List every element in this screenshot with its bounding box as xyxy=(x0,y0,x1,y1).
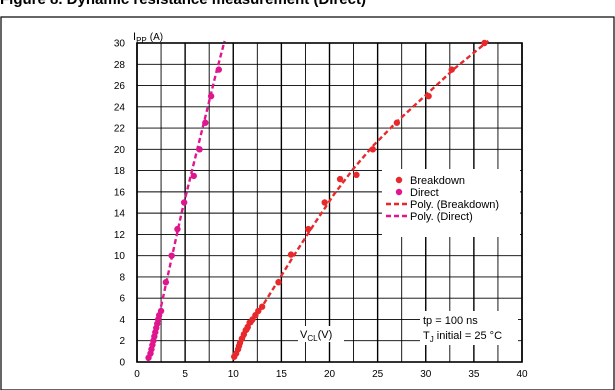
legend: Breakdown Direct Poly. (Breakdown) Poly.… xyxy=(382,169,520,237)
x-tick-label: 0 xyxy=(134,369,140,380)
tick-labels: 0 5 10 15 20 25 30 35 40024681012141618202224262… xyxy=(114,39,528,381)
y-tick-label: 20 xyxy=(114,145,126,156)
x-tick-label: 30 xyxy=(420,369,432,380)
legend-label-poly-direct: Poly. (Direct) xyxy=(410,211,473,223)
data-point-breakdown xyxy=(275,279,282,286)
y-tick-label: 10 xyxy=(114,251,126,262)
legend-label-breakdown: Breakdown xyxy=(410,175,465,187)
figure-heading-strip: Figure 8. Dynamic resistance measurement… xyxy=(0,0,615,18)
y-axis-label: IPP (A) xyxy=(133,31,163,45)
x-axis-label-bg xyxy=(298,326,344,342)
legend-marker-breakdown xyxy=(395,176,403,184)
y-axis-label-sub: PP xyxy=(136,36,147,45)
legend-marker-direct xyxy=(395,188,403,196)
y-tick-label: 18 xyxy=(114,166,126,177)
data-point-direct xyxy=(174,225,181,233)
pulse-annotation-line1: tp = 100 ns xyxy=(423,315,478,327)
y-tick-label: 22 xyxy=(114,124,126,135)
legend-label-poly-breakdown: Poly. (Breakdown) xyxy=(410,199,499,211)
data-point-breakdown xyxy=(393,119,401,126)
y-tick-label: 28 xyxy=(114,60,126,71)
data-point-direct xyxy=(157,307,165,315)
x-tick-label: 20 xyxy=(324,369,336,380)
data-point-direct xyxy=(190,172,197,180)
y-tick-label: 30 xyxy=(114,39,126,50)
data-point-direct xyxy=(207,92,215,100)
y-tick-label: 8 xyxy=(119,272,125,283)
x-axis-label-main: V xyxy=(300,329,308,341)
pulse-annotation: tp = 100 ns TJ initial = 25 °C xyxy=(420,311,518,345)
y-tick-label: 26 xyxy=(114,81,126,92)
pulse-annotation-line2: TJ initial = 25 °C xyxy=(423,330,502,344)
data-point-breakdown xyxy=(258,303,266,310)
data-point-breakdown xyxy=(425,92,432,100)
y-tick-label: 6 xyxy=(119,294,125,305)
figure-border xyxy=(0,16,615,390)
data-point-breakdown xyxy=(255,307,262,315)
data-point-direct xyxy=(168,252,175,259)
data-point-direct xyxy=(196,146,203,153)
x-tick-label: 25 xyxy=(372,369,384,380)
data-point-breakdown xyxy=(369,146,377,153)
y-tick-label: 4 xyxy=(119,315,125,326)
data-point-direct xyxy=(162,279,170,286)
pulse-annotation-rest: initial = 25 °C xyxy=(434,330,502,342)
data-point-breakdown xyxy=(481,39,488,47)
data-point-direct xyxy=(215,66,223,73)
y-tick-label: 2 xyxy=(119,336,125,347)
x-tick-label: 40 xyxy=(516,369,528,380)
series xyxy=(145,39,490,362)
x-axis-label-unit: (V) xyxy=(318,329,333,341)
data-point-direct xyxy=(180,199,188,206)
y-tick-label: 12 xyxy=(114,230,126,241)
data-point-direct xyxy=(202,119,209,126)
x-tick-label: 35 xyxy=(468,369,480,380)
data-point-breakdown xyxy=(287,251,295,258)
y-tick-label: 16 xyxy=(114,187,126,198)
data-point-breakdown xyxy=(448,66,455,73)
y-tick-label: 14 xyxy=(114,209,126,220)
y-axis-label-main: I xyxy=(133,31,136,43)
data-point-breakdown xyxy=(353,171,360,179)
legend-label-direct: Direct xyxy=(410,187,439,199)
y-tick-label: 0 xyxy=(119,358,125,369)
data-point-breakdown xyxy=(305,225,312,233)
pulse-annotation-t-sub: J xyxy=(430,335,434,344)
pulse-annotation-bg xyxy=(420,311,518,345)
plot-border xyxy=(136,42,523,363)
y-tick-label: 24 xyxy=(114,102,126,113)
y-axis-label-unit: (A) xyxy=(150,32,163,43)
data-point-breakdown xyxy=(321,199,328,206)
x-tick-label: 5 xyxy=(182,369,188,380)
x-axis-label: VCL(V) xyxy=(300,329,332,343)
x-tick-label: 15 xyxy=(276,369,288,380)
data-point-breakdown xyxy=(336,175,344,183)
x-tick-label: 10 xyxy=(228,369,240,380)
pulse-annotation-t: T xyxy=(423,330,430,342)
figure-heading: Figure 8. Dynamic resistance measurement… xyxy=(0,0,366,8)
x-axis-label-sub: CL xyxy=(307,334,318,343)
